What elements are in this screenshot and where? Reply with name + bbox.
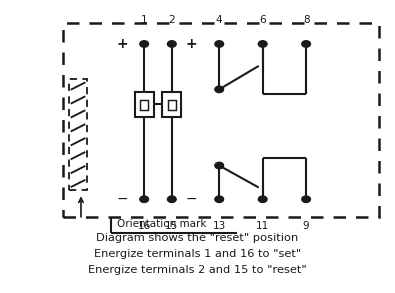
Circle shape bbox=[140, 41, 149, 47]
Circle shape bbox=[215, 86, 224, 93]
Circle shape bbox=[258, 41, 267, 47]
Circle shape bbox=[215, 162, 224, 169]
Circle shape bbox=[167, 196, 176, 202]
Text: +: + bbox=[186, 37, 198, 51]
Text: 9: 9 bbox=[303, 221, 309, 231]
Text: 15: 15 bbox=[165, 221, 179, 231]
Bar bbox=[140, 100, 148, 110]
Bar bbox=[69, 79, 87, 190]
Circle shape bbox=[140, 196, 149, 202]
Bar bbox=[63, 23, 379, 217]
Bar bbox=[168, 100, 176, 110]
Circle shape bbox=[215, 196, 224, 202]
Circle shape bbox=[167, 41, 176, 47]
Text: +: + bbox=[117, 37, 128, 51]
Bar bbox=[162, 92, 181, 117]
Circle shape bbox=[302, 196, 310, 202]
Text: Diagram shows the "reset" position: Diagram shows the "reset" position bbox=[96, 233, 299, 243]
Text: 16: 16 bbox=[137, 221, 151, 231]
Text: Energize terminals 1 and 16 to "set": Energize terminals 1 and 16 to "set" bbox=[94, 249, 301, 259]
Text: 13: 13 bbox=[213, 221, 226, 231]
Text: Orientation mark: Orientation mark bbox=[117, 219, 206, 229]
Text: 1: 1 bbox=[141, 15, 147, 25]
Text: 2: 2 bbox=[169, 15, 175, 25]
Circle shape bbox=[302, 41, 310, 47]
Text: 8: 8 bbox=[303, 15, 309, 25]
Text: 4: 4 bbox=[216, 15, 222, 25]
Text: Energize terminals 2 and 15 to "reset": Energize terminals 2 and 15 to "reset" bbox=[88, 265, 307, 275]
Circle shape bbox=[258, 196, 267, 202]
Bar bbox=[135, 92, 154, 117]
Text: −: − bbox=[186, 192, 198, 206]
Text: −: − bbox=[117, 192, 128, 206]
Text: 6: 6 bbox=[260, 15, 266, 25]
Text: 11: 11 bbox=[256, 221, 269, 231]
Circle shape bbox=[215, 41, 224, 47]
